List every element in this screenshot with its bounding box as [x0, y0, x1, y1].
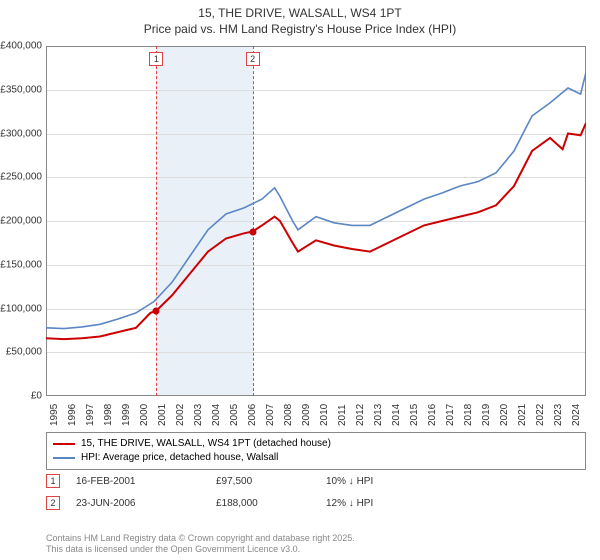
y-tick-label: £350,000	[0, 84, 42, 95]
title-line-2: Price paid vs. HM Land Registry's House …	[0, 22, 600, 38]
sale-row-2: 2 23-JUN-2006 £188,000 12% ↓ HPI	[46, 496, 586, 510]
x-tick-label: 2008	[283, 404, 294, 426]
footer-line-1: Contains HM Land Registry data © Crown c…	[46, 533, 355, 545]
y-tick-label: £250,000	[0, 172, 42, 183]
x-tick-label: 2020	[499, 404, 510, 426]
footer: Contains HM Land Registry data © Crown c…	[46, 533, 355, 556]
legend-swatch-1	[53, 443, 75, 445]
sale-diff-2: 12% ↓ HPI	[326, 498, 446, 509]
x-tick-label: 2011	[337, 404, 348, 426]
x-tick-label: 2014	[391, 404, 402, 426]
y-tick-label: £200,000	[0, 216, 42, 227]
legend: 15, THE DRIVE, WALSALL, WS4 1PT (detache…	[46, 432, 586, 470]
x-tick-label: 2001	[157, 404, 168, 426]
marker-dot	[249, 228, 256, 235]
title-line-1: 15, THE DRIVE, WALSALL, WS4 1PT	[0, 6, 600, 22]
x-tick-label: 2003	[193, 404, 204, 426]
x-tick-label: 2000	[139, 404, 150, 426]
sale-price-2: £188,000	[216, 498, 326, 509]
legend-label-1: 15, THE DRIVE, WALSALL, WS4 1PT (detache…	[81, 437, 331, 451]
series-hpi	[46, 72, 586, 328]
y-tick-label: £300,000	[0, 128, 42, 139]
sale-row-1: 1 16-FEB-2001 £97,500 10% ↓ HPI	[46, 474, 586, 488]
x-tick-label: 2009	[301, 404, 312, 426]
marker-callout: 1	[149, 52, 163, 66]
sale-badge-1: 1	[46, 474, 60, 488]
x-tick-label: 2021	[517, 404, 528, 426]
legend-row-2: HPI: Average price, detached house, Wals…	[53, 451, 579, 465]
sale-price-1: £97,500	[216, 476, 326, 487]
x-tick-label: 1997	[85, 404, 96, 426]
legend-swatch-2	[53, 457, 75, 459]
x-tick-label: 2006	[247, 404, 258, 426]
x-tick-label: 2019	[481, 404, 492, 426]
sale-date-1: 16-FEB-2001	[76, 476, 216, 487]
x-tick-label: 2012	[355, 404, 366, 426]
x-tick-label: 2024	[571, 404, 582, 426]
x-tick-label: 2010	[319, 404, 330, 426]
y-tick-label: £100,000	[0, 303, 42, 314]
x-tick-label: 2007	[265, 404, 276, 426]
x-tick-label: 2004	[211, 404, 222, 426]
sale-date-2: 23-JUN-2006	[76, 498, 216, 509]
x-tick-label: 2022	[535, 404, 546, 426]
x-tick-label: 2005	[229, 404, 240, 426]
marker-callout: 2	[246, 52, 260, 66]
x-tick-label: 2018	[463, 404, 474, 426]
x-tick-label: 1995	[49, 404, 60, 426]
y-tick-label: £400,000	[0, 41, 42, 52]
legend-label-2: HPI: Average price, detached house, Wals…	[81, 451, 278, 465]
x-tick-label: 2017	[445, 404, 456, 426]
x-tick-label: 1996	[67, 404, 78, 426]
y-tick-label: £0	[0, 391, 42, 402]
x-tick-label: 1999	[121, 404, 132, 426]
footer-line-2: This data is licensed under the Open Gov…	[46, 544, 355, 556]
legend-row-1: 15, THE DRIVE, WALSALL, WS4 1PT (detache…	[53, 437, 579, 451]
chart-title: 15, THE DRIVE, WALSALL, WS4 1PT Price pa…	[0, 0, 600, 37]
x-tick-label: 2016	[427, 404, 438, 426]
x-tick-label: 2015	[409, 404, 420, 426]
marker-dot	[153, 307, 160, 314]
sale-badge-2: 2	[46, 496, 60, 510]
sale-diff-1: 10% ↓ HPI	[326, 476, 446, 487]
series-price_paid	[46, 123, 586, 339]
x-tick-label: 2002	[175, 404, 186, 426]
plot-svg	[46, 46, 586, 396]
y-tick-label: £50,000	[0, 347, 42, 358]
x-tick-label: 2013	[373, 404, 384, 426]
x-tick-label: 2023	[553, 404, 564, 426]
chart-container: 15, THE DRIVE, WALSALL, WS4 1PT Price pa…	[0, 0, 600, 560]
x-tick-label: 1998	[103, 404, 114, 426]
y-tick-label: £150,000	[0, 259, 42, 270]
